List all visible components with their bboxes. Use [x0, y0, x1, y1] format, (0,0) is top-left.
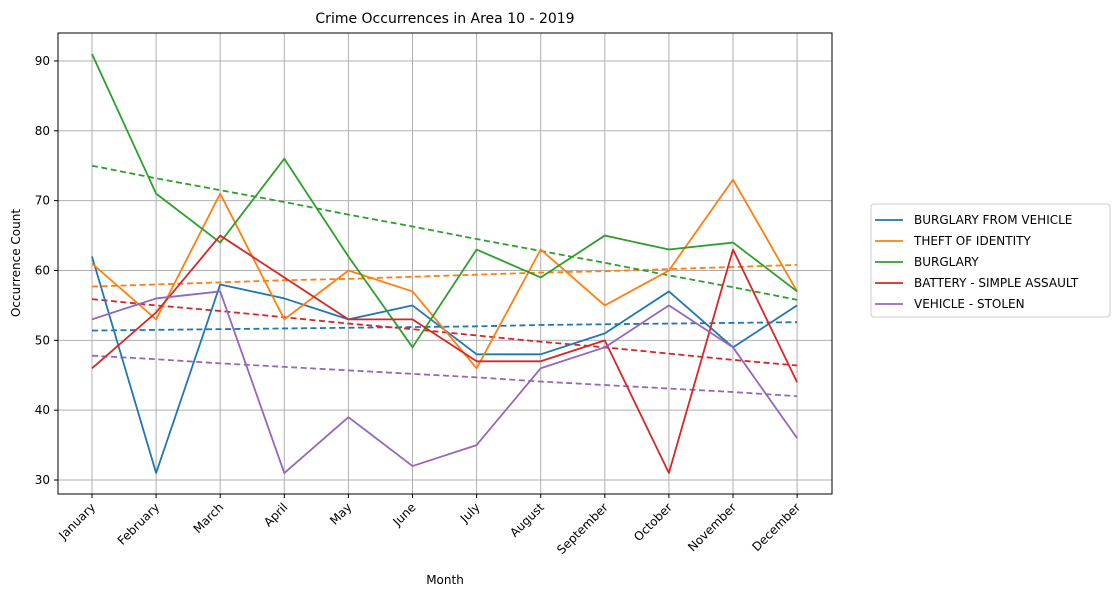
- legend: BURGLARY FROM VEHICLE THEFT OF IDENTITY BU…: [870, 203, 1111, 318]
- trend-line: [91, 354, 798, 398]
- series-line: [91, 178, 798, 370]
- x-tick-label: January: [55, 500, 98, 543]
- y-tick-label: 60: [35, 263, 50, 277]
- legend-label: BATTERY - SIMPLE ASSAULT: [914, 276, 1079, 290]
- y-tick-label: 90: [35, 54, 50, 68]
- x-tick-label: December: [749, 500, 803, 554]
- x-tick-label: May: [327, 500, 354, 527]
- trend-line: [91, 321, 798, 332]
- series-lines: [91, 53, 798, 474]
- trend-lines: [91, 164, 798, 398]
- y-tick-label: 50: [35, 333, 50, 347]
- x-tick-label: July: [457, 500, 483, 526]
- legend-frame: [870, 203, 1111, 318]
- y-axis: 30 40 50 60 70 80 90: [35, 54, 58, 487]
- x-tick-label: April: [261, 500, 290, 529]
- x-tick-label: November: [685, 500, 739, 554]
- chart-title: Crime Occurrences in Area 10 - 2019: [315, 11, 574, 27]
- trend-line: [91, 298, 798, 367]
- y-tick-label: 80: [35, 124, 50, 138]
- x-tick-label: February: [115, 500, 163, 548]
- legend-label: VEHICLE - STOLEN: [914, 297, 1025, 311]
- series-line: [91, 256, 798, 474]
- x-tick-label: September: [554, 500, 611, 557]
- x-axis-label: Month: [426, 573, 464, 587]
- plot-area-frame: [57, 32, 833, 495]
- x-tick-label: August: [507, 500, 547, 540]
- grid: [58, 33, 832, 494]
- x-axis: January February March April May June July Augu…: [55, 494, 803, 557]
- legend-label: BURGLARY FROM VEHICLE: [914, 213, 1072, 227]
- y-tick-label: 70: [35, 194, 50, 208]
- x-tick-label: June: [390, 500, 419, 529]
- y-tick-label: 40: [35, 403, 50, 417]
- y-tick-label: 30: [35, 473, 50, 487]
- legend-label: THEFT OF IDENTITY: [913, 234, 1031, 248]
- trend-line: [91, 263, 798, 288]
- series-line: [91, 234, 798, 474]
- series-line: [91, 290, 798, 474]
- x-tick-label: March: [191, 500, 227, 536]
- legend-label: BURGLARY: [914, 255, 979, 269]
- y-axis-label: Occurrence Count: [9, 209, 23, 317]
- trend-line: [91, 164, 798, 301]
- series-line: [91, 53, 798, 349]
- x-tick-label: October: [631, 500, 675, 544]
